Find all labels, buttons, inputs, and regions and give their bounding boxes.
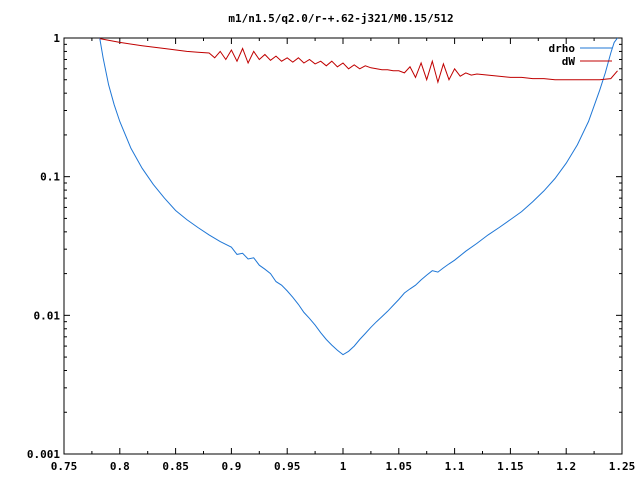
x-tick-label: 0.95 [274,460,301,473]
chart-title: m1/n1.5/q2.0/r-+.62-j321/M0.15/512 [228,12,453,25]
legend-label-dW: dW [562,55,576,68]
x-tick-label: 1 [340,460,347,473]
y-axis: 0.001 0.01 0.1 1 [27,32,622,461]
x-tick-label: 1.05 [386,460,413,473]
x-tick-label: 1.15 [497,460,524,473]
x-tick-label: 0.75 [51,460,78,473]
series-line-drho [99,37,618,356]
x-tick-label: 1.25 [609,460,636,473]
series-line-dW [99,38,618,85]
x-tick-label: 0.9 [221,460,241,473]
x-tick-label: 1.2 [556,460,576,473]
y-tick-label: 0.001 [27,448,60,461]
x-tick-label: 0.85 [162,460,189,473]
y-tick-label: 0.1 [40,171,60,184]
plot-frame [63,37,623,455]
x-tick-label: 0.8 [110,460,130,473]
y-tick-label: 0.01 [34,309,61,322]
y-tick-label: 1 [53,32,60,45]
x-axis: 0.75 0.8 0.85 0.9 0.95 1 1.05 1.1 1.15 1.2 1.25 [51,38,636,473]
series-layer [99,37,618,356]
legend-label-drho: drho [549,42,576,55]
x-tick-label: 1.1 [445,460,465,473]
